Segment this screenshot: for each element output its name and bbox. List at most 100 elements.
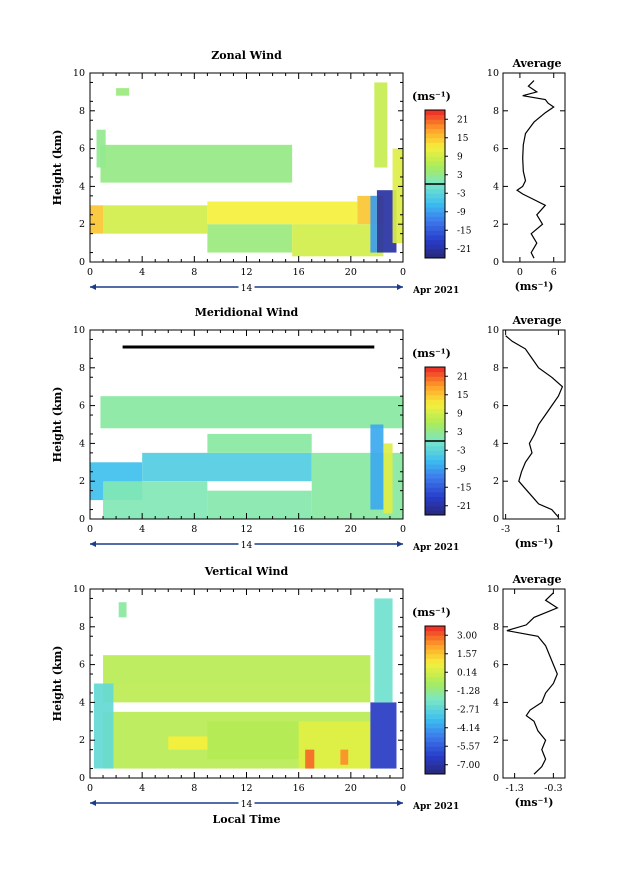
- y-tick-label: 8: [79, 363, 85, 374]
- heatmap-cell: [118, 602, 127, 618]
- x-tick-label: 16: [293, 783, 305, 794]
- colorbar-segment: [425, 399, 445, 405]
- x-tick-label: 12: [240, 524, 252, 535]
- heatmap-cell: [100, 144, 293, 183]
- x-tick-label: 0: [400, 783, 406, 794]
- x-tick-label: 20: [345, 783, 357, 794]
- profile-x-tick-label: -1.3: [505, 783, 523, 794]
- y-tick-label: 6: [79, 144, 85, 155]
- heatmap-cell: [370, 195, 377, 253]
- colorbar-tick-label: -5.57: [457, 742, 480, 752]
- profile-y-tick-label: 8: [493, 363, 499, 374]
- day-label-bg: [238, 281, 255, 293]
- colorbar-segment: [425, 174, 445, 180]
- colorbar-segment: [425, 179, 445, 185]
- colorbar-frame: [424, 625, 446, 775]
- colorbar-segment: [425, 690, 445, 696]
- y-tick-label: 0: [79, 514, 85, 525]
- colorbar-segment: [425, 119, 445, 125]
- profile-x-label: (ms⁻¹): [515, 796, 554, 809]
- colorbar-segment: [425, 727, 445, 733]
- heatmap-cells: [90, 396, 403, 519]
- profile-x-tick-label: 1: [555, 524, 561, 535]
- colorbar-segment: [425, 718, 445, 724]
- colorbar-tick-label: -4.14: [457, 724, 480, 734]
- day-label: 14: [241, 541, 253, 551]
- heatmap-cell: [103, 683, 371, 703]
- colorbar-segment: [425, 221, 445, 227]
- profile-line: [505, 335, 564, 518]
- profile-y-tick-label: 10: [487, 68, 499, 79]
- colorbar-segment: [425, 244, 445, 250]
- heatmap-cell: [116, 88, 130, 96]
- colorbar-segment: [425, 700, 445, 706]
- colorbar-tick-label: -3: [457, 189, 466, 199]
- colorbar-segment: [425, 764, 445, 770]
- date-label: Apr 2021: [412, 543, 459, 553]
- colorbar-segment: [425, 709, 445, 715]
- day-label: 14: [241, 284, 253, 294]
- colorbar-segment: [425, 160, 445, 166]
- y-tick-label: 4: [79, 438, 85, 449]
- heatmap-cell: [383, 443, 393, 514]
- colorbar-segment: [425, 170, 445, 176]
- profile-y-tick-label: 2: [493, 219, 499, 230]
- profile-line: [516, 80, 555, 259]
- profile-line: [506, 592, 559, 775]
- y-axis-label: Height (km): [51, 387, 64, 463]
- colorbar-segment: [425, 207, 445, 213]
- colorbar-segment: [425, 510, 445, 516]
- heatmap-cells: [93, 598, 397, 769]
- heatmap-cell: [376, 190, 397, 253]
- colorbar-segment: [425, 188, 445, 194]
- colorbar-segment: [425, 165, 445, 171]
- date-label: Apr 2021: [412, 286, 459, 296]
- heatmap-cell: [93, 683, 114, 769]
- heatmap-title: Meridional Wind: [195, 306, 299, 319]
- colorbar-units: (ms⁻¹): [412, 90, 451, 103]
- day-range-arrow-left: [90, 800, 96, 806]
- colorbar-segment: [425, 445, 445, 451]
- profile-frame: [502, 588, 566, 779]
- colorbar-segment: [425, 473, 445, 479]
- colorbar-segment: [425, 142, 445, 148]
- profile-x-label: (ms⁻¹): [515, 280, 554, 293]
- colorbar-segment: [425, 653, 445, 659]
- y-axis-label: Height (km): [51, 646, 64, 722]
- colorbar-segment: [425, 658, 445, 664]
- heatmap-cell: [207, 433, 312, 453]
- colorbar-segment: [425, 723, 445, 729]
- profile-y-tick-label: 4: [493, 181, 499, 192]
- colorbar-segment: [425, 417, 445, 423]
- colorbar-segment: [425, 487, 445, 493]
- colorbar-segment: [425, 202, 445, 208]
- colorbar-tick-label: -9: [457, 465, 466, 475]
- heatmap-cell: [305, 749, 315, 769]
- x-tick-label: 4: [139, 267, 145, 278]
- colorbar-segment: [425, 385, 445, 391]
- colorbar-segment: [425, 454, 445, 460]
- colorbar-tick-label: -7.00: [457, 761, 480, 771]
- colorbar-segment: [425, 225, 445, 231]
- colorbar-segment: [425, 672, 445, 678]
- colorbar-segment: [425, 137, 445, 143]
- profile-x-tick-label: -3: [501, 524, 510, 535]
- colorbar-segment: [425, 184, 445, 190]
- y-tick-label: 6: [79, 401, 85, 412]
- y-tick-label: 0: [79, 257, 85, 268]
- profile-y-tick-label: 8: [493, 622, 499, 633]
- colorbar-segment: [425, 133, 445, 139]
- colorbar-segment: [425, 239, 445, 245]
- x-tick-label: 8: [191, 524, 197, 535]
- colorbar-tick-label: 3: [457, 171, 463, 181]
- colorbar-segment: [425, 732, 445, 738]
- colorbar-segment: [425, 230, 445, 236]
- colorbar-segment: [425, 478, 445, 484]
- heatmap-cell: [142, 452, 312, 482]
- day-label-bg: [238, 797, 255, 809]
- colorbar-segment: [425, 713, 445, 719]
- colorbar-tick-label: 3.00: [457, 631, 477, 641]
- colorbar-segment: [425, 371, 445, 377]
- colorbar-tick-label: -1.28: [457, 687, 480, 697]
- colorbar-tick-label: -21: [457, 245, 472, 255]
